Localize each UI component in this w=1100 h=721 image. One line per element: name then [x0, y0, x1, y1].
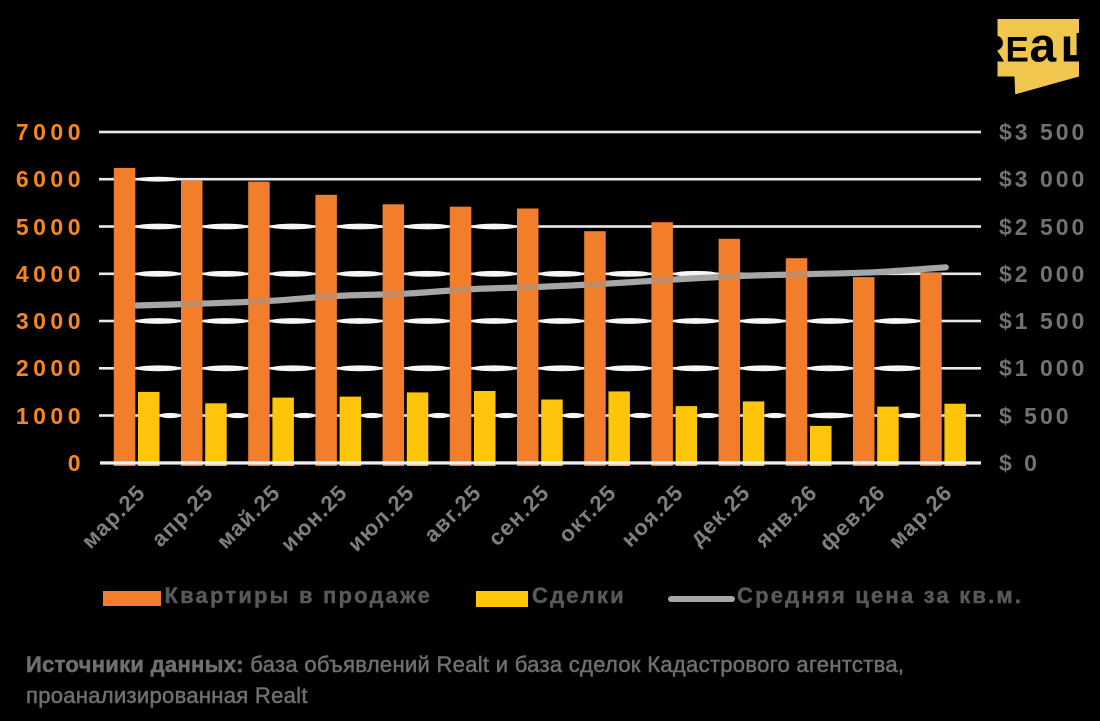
svg-text:a: a — [1030, 20, 1057, 73]
svg-text:R: R — [978, 29, 1005, 71]
svg-text:E: E — [1006, 31, 1029, 70]
